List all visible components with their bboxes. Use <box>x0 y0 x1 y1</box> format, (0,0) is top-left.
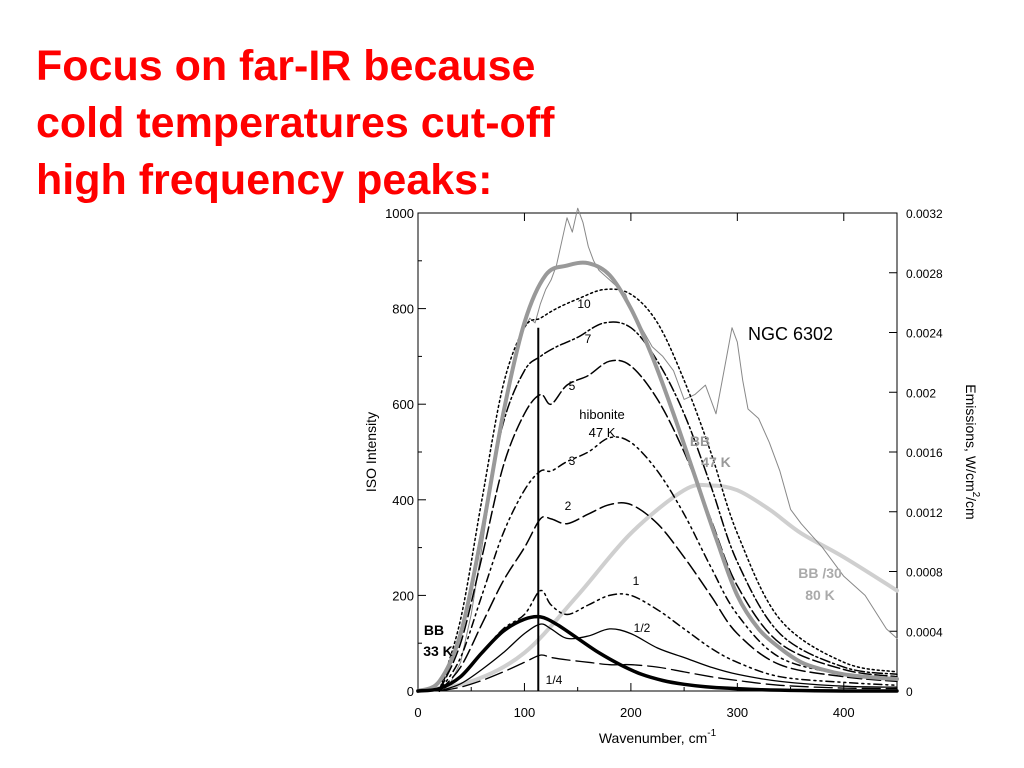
series-bb80-line <box>416 482 899 693</box>
curve-label: 2 <box>565 499 572 513</box>
curve-label: 5 <box>569 379 576 393</box>
annotation-bb80-temp: 80 K <box>805 587 835 603</box>
y-right-tick-label: 0.0032 <box>906 207 943 221</box>
curve-label: 10 <box>577 297 591 311</box>
series-hib10-line <box>438 288 898 692</box>
series-bb47-line <box>416 260 899 693</box>
x-axis-title-sup: -1 <box>707 728 716 739</box>
curve-label: 1 <box>633 574 640 588</box>
annotation-bb33-temp: 33 K <box>423 643 453 659</box>
series-hib025-line <box>438 654 898 692</box>
curve-label: 7 <box>585 332 592 346</box>
x-tick-label: 400 <box>833 705 855 720</box>
series-bb33-line <box>416 614 899 693</box>
curve-label: 3 <box>569 454 576 468</box>
y-right-tick-label: 0.0028 <box>906 267 943 281</box>
y-left-tick-label: 0 <box>407 684 414 699</box>
x-tick-label: 300 <box>726 705 748 720</box>
annotation-bb33: BB <box>424 622 444 638</box>
series-hib1-line <box>438 589 898 692</box>
y-left-axis-title: ISO Intensity <box>363 412 379 492</box>
title-line-3: high frequency peaks: <box>36 156 493 204</box>
x-axis-title: Wavenumber, cm-1 <box>599 728 717 746</box>
y-right-tick-label: 0.0012 <box>906 506 943 520</box>
annotation-bb47: BB <box>690 433 710 449</box>
y-left-tick-label: 400 <box>392 493 414 508</box>
curve-label: 1/2 <box>634 621 651 635</box>
y-right-tick-label: 0.0008 <box>906 566 943 580</box>
slide-title: Focus on far-IR because cold temperature… <box>36 38 676 209</box>
series-hib3-line <box>438 436 898 692</box>
y-right-axis-title-sup: 2 <box>970 492 981 498</box>
y-right-axis-title-tail: /cm <box>963 497 979 520</box>
series-hib7-line <box>438 321 898 692</box>
x-tick-label: 100 <box>514 705 536 720</box>
y-right-tick-label: 0.0004 <box>906 625 943 639</box>
y-left-tick-label: 800 <box>392 302 414 317</box>
annotation-hibonite-temp: 47 K <box>589 425 616 440</box>
annotation-hibonite: hibonite <box>579 407 625 422</box>
annotation-bb80: BB /30 <box>798 565 842 581</box>
y-right-tick-label: 0 <box>906 685 913 699</box>
y-left-tick-label: 1000 <box>385 206 414 221</box>
y-right-tick-label: 0.002 <box>906 386 936 400</box>
y-left-tick-label: 200 <box>392 588 414 603</box>
y-right-axis-title: Emissions, W/cm2/cm <box>963 384 981 519</box>
y-right-tick-label: 0.0016 <box>906 446 943 460</box>
y-left-tick-label: 600 <box>392 397 414 412</box>
x-tick-label: 200 <box>620 705 642 720</box>
series-hib2-line <box>438 502 898 692</box>
y-right-tick-label: 0.0024 <box>906 327 943 341</box>
title-line-1: Focus on far-IR because <box>36 42 536 90</box>
series-hib05-line <box>438 623 898 692</box>
annotation-bb47-temp: 47 K <box>701 454 731 470</box>
curve-label: 1/4 <box>546 673 563 687</box>
series-hib5-line <box>438 359 898 692</box>
title-line-2: cold temperatures cut-off <box>36 99 555 147</box>
x-tick-label: 0 <box>414 705 421 720</box>
annotation-object: NGC 6302 <box>748 324 833 344</box>
